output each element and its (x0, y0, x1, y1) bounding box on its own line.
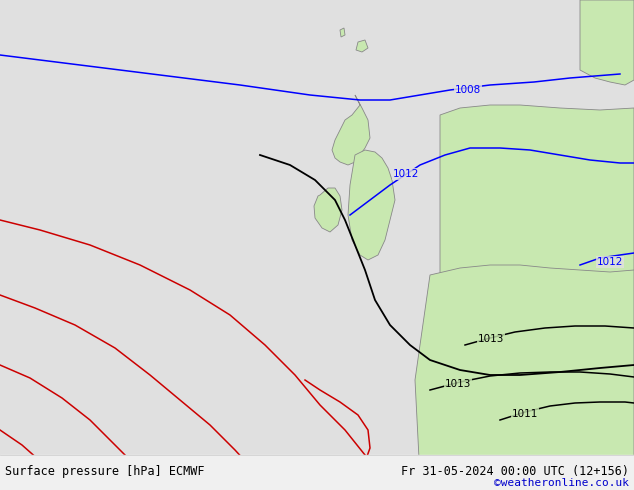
Text: 1008: 1008 (455, 85, 481, 95)
Text: 1013: 1013 (478, 334, 505, 344)
Polygon shape (440, 105, 634, 358)
Text: 1011: 1011 (512, 409, 538, 419)
Text: 1013: 1013 (445, 379, 471, 389)
Polygon shape (314, 188, 342, 232)
Text: ©weatheronline.co.uk: ©weatheronline.co.uk (494, 478, 629, 488)
Text: 1012: 1012 (597, 257, 623, 267)
Polygon shape (340, 28, 345, 37)
Polygon shape (415, 265, 634, 490)
Text: Fr 31-05-2024 00:00 UTC (12+156): Fr 31-05-2024 00:00 UTC (12+156) (401, 465, 629, 478)
Polygon shape (348, 150, 395, 260)
Text: Surface pressure [hPa] ECMWF: Surface pressure [hPa] ECMWF (5, 465, 205, 478)
Polygon shape (332, 95, 370, 165)
Text: 1012: 1012 (393, 169, 419, 179)
Polygon shape (580, 0, 634, 85)
Polygon shape (356, 40, 368, 52)
Polygon shape (0, 455, 634, 490)
